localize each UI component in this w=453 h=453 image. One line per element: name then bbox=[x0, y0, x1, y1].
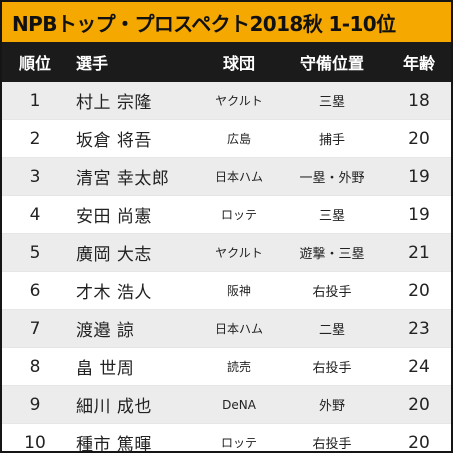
table-row: 7 渡邉 諒 日本ハム 二塁 23 bbox=[2, 310, 451, 348]
position-cell: 一塁・外野 bbox=[299, 171, 365, 186]
team-cell: 阪神 bbox=[226, 284, 251, 298]
position-cell: 三塁 bbox=[318, 95, 345, 110]
team-cell: 読売 bbox=[226, 360, 251, 374]
team-cell: 広島 bbox=[226, 132, 251, 146]
player-name-cell: 才木 浩人 bbox=[76, 283, 152, 303]
team-cell: ヤクルト bbox=[215, 94, 263, 108]
table-row: 9 細川 成也 DeNA 外野 20 bbox=[2, 386, 451, 424]
rank-cell: 8 bbox=[29, 356, 41, 377]
rank-cell: 5 bbox=[29, 242, 41, 263]
rank-cell: 10 bbox=[24, 432, 46, 453]
player-name-cell: 安田 尚憲 bbox=[76, 207, 152, 227]
position-cell: 捕手 bbox=[318, 133, 345, 148]
table-row: 4 安田 尚憲 ロッテ 三塁 19 bbox=[2, 196, 451, 234]
header-team: 球団 bbox=[222, 54, 255, 73]
rank-cell: 3 bbox=[29, 166, 41, 187]
rank-cell: 9 bbox=[29, 394, 41, 415]
age-cell: 21 bbox=[408, 242, 430, 263]
table-row: 1 村上 宗隆 ヤクルト 三塁 18 bbox=[2, 82, 451, 120]
table-row: 3 清宮 幸太郎 日本ハム 一塁・外野 19 bbox=[2, 158, 451, 196]
team-cell: ヤクルト bbox=[215, 246, 263, 260]
age-cell: 23 bbox=[408, 318, 430, 339]
rank-cell: 7 bbox=[29, 318, 41, 339]
position-cell: 右投手 bbox=[312, 285, 352, 300]
player-name-cell: 清宮 幸太郎 bbox=[76, 169, 170, 189]
table-row: 6 才木 浩人 阪神 右投手 20 bbox=[2, 272, 451, 310]
age-cell: 24 bbox=[408, 356, 430, 377]
header-age: 年齢 bbox=[402, 54, 435, 73]
player-name-cell: 畠 世周 bbox=[76, 359, 135, 379]
age-cell: 19 bbox=[408, 166, 430, 187]
team-cell: 日本ハム bbox=[214, 322, 263, 336]
player-name-cell: 坂倉 将吾 bbox=[76, 131, 152, 151]
table-row: 2 坂倉 将吾 広島 捕手 20 bbox=[2, 120, 451, 158]
table-header-row: 順位 選手 球団 守備位置 年齢 bbox=[2, 42, 451, 82]
header-position: 守備位置 bbox=[299, 54, 364, 73]
table-row: 10 種市 篤暉 ロッテ 右投手 20 bbox=[2, 424, 451, 453]
player-name-cell: 渡邉 諒 bbox=[76, 321, 135, 341]
rank-cell: 4 bbox=[29, 204, 41, 225]
team-cell: 日本ハム bbox=[214, 170, 263, 184]
position-cell: 右投手 bbox=[312, 361, 352, 376]
age-cell: 20 bbox=[408, 394, 430, 415]
header-name: 選手 bbox=[76, 54, 109, 73]
age-cell: 20 bbox=[408, 128, 430, 149]
player-name-cell: 廣岡 大志 bbox=[76, 245, 152, 265]
age-cell: 20 bbox=[408, 280, 430, 301]
position-cell: 二塁 bbox=[318, 323, 345, 338]
player-name-cell: 細川 成也 bbox=[76, 397, 152, 417]
table-row: 8 畠 世周 読売 右投手 24 bbox=[2, 348, 451, 386]
table-row: 5 廣岡 大志 ヤクルト 遊撃・三塁 21 bbox=[2, 234, 451, 272]
team-cell: DeNA bbox=[222, 397, 256, 412]
position-cell: 三塁 bbox=[318, 209, 345, 224]
age-cell: 19 bbox=[408, 204, 430, 225]
rank-cell: 6 bbox=[29, 280, 41, 301]
age-cell: 18 bbox=[408, 90, 430, 111]
player-name-cell: 種市 篤暉 bbox=[76, 435, 152, 453]
table-body: 1 村上 宗隆 ヤクルト 三塁 18 2 坂倉 将吾 広島 捕手 20 3 清宮… bbox=[2, 82, 451, 453]
rank-cell: 2 bbox=[29, 128, 41, 149]
header-rank: 順位 bbox=[18, 54, 51, 73]
age-cell: 20 bbox=[408, 432, 430, 453]
rank-cell: 1 bbox=[29, 90, 41, 111]
table-title: NPBトップ・プロスペクト2018秋 1-10位 bbox=[2, 2, 451, 42]
position-cell: 外野 bbox=[318, 399, 345, 414]
player-name-cell: 村上 宗隆 bbox=[76, 93, 152, 113]
team-cell: ロッテ bbox=[220, 436, 257, 450]
team-cell: ロッテ bbox=[220, 208, 257, 222]
position-cell: 遊撃・三塁 bbox=[299, 247, 365, 262]
position-cell: 右投手 bbox=[312, 437, 352, 452]
